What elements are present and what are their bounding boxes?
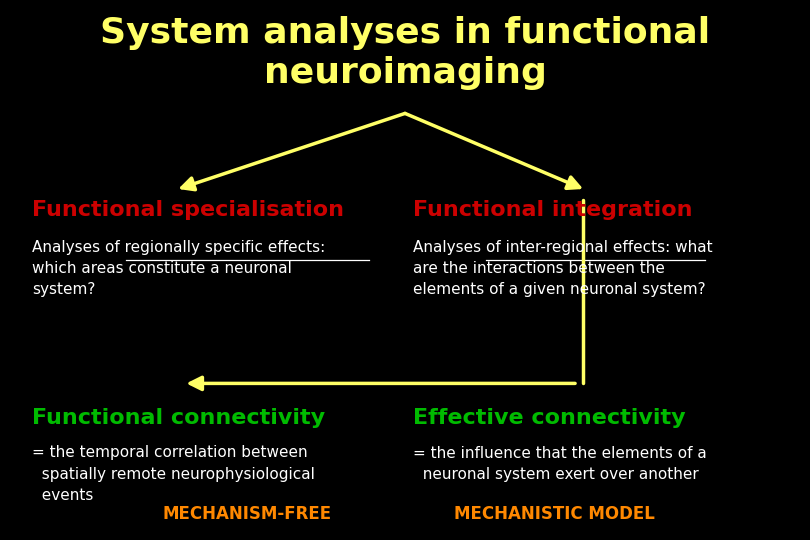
Text: Functional connectivity: Functional connectivity bbox=[32, 408, 326, 428]
Text: = the influence that the elements of a
  neuronal system exert over another: = the influence that the elements of a n… bbox=[413, 446, 707, 482]
Text: = the temporal correlation between
  spatially remote neurophysiological
  event: = the temporal correlation between spati… bbox=[32, 446, 315, 503]
Text: Functional specialisation: Functional specialisation bbox=[32, 200, 344, 220]
Text: MECHANISTIC MODEL: MECHANISTIC MODEL bbox=[454, 505, 655, 523]
Text: Analyses of inter-regional effects: what
are the interactions between the
elemen: Analyses of inter-regional effects: what… bbox=[413, 240, 713, 298]
Text: System analyses in functional
neuroimaging: System analyses in functional neuroimagi… bbox=[100, 16, 710, 90]
Text: Functional integration: Functional integration bbox=[413, 200, 693, 220]
Text: MECHANISM-FREE: MECHANISM-FREE bbox=[163, 505, 331, 523]
Text: Effective connectivity: Effective connectivity bbox=[413, 408, 686, 428]
Text: Analyses of regionally specific effects:
which areas constitute a neuronal
syste: Analyses of regionally specific effects:… bbox=[32, 240, 326, 298]
